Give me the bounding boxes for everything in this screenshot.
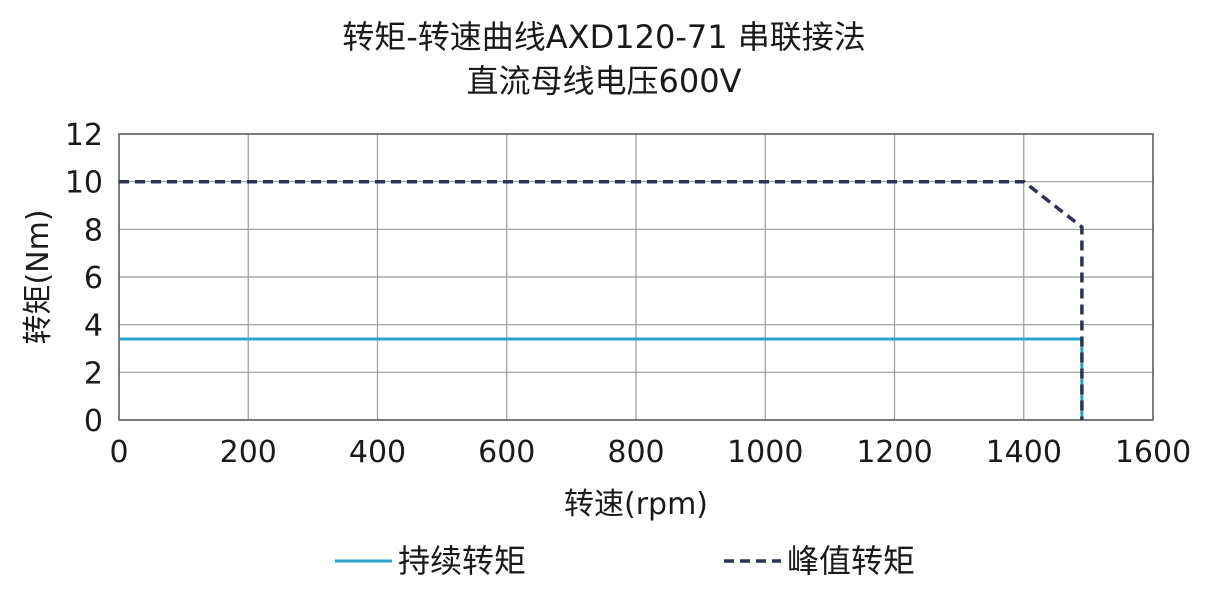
chart-title: 转矩-转速曲线AXD120-71 串联接法	[342, 18, 866, 56]
legend-label-peak: 峰值转矩	[787, 542, 915, 580]
y-tick-label-1: 2	[84, 356, 103, 391]
x-tick-labels: 0 200 400 600 800 1000 1200 1400 1600	[109, 435, 1191, 470]
y-tick-label-6: 12	[65, 118, 103, 153]
legend: 持续转矩 峰值转矩	[335, 542, 915, 580]
y-tick-label-3: 6	[84, 261, 103, 296]
y-tick-label-2: 4	[84, 309, 103, 344]
x-tick-label-7: 1400	[986, 435, 1062, 470]
x-tick-label-1: 200	[220, 435, 277, 470]
grid-lines	[118, 133, 1154, 421]
series-continuous-torque-line	[119, 337, 1084, 420]
series-layer	[119, 179, 1084, 420]
x-tick-label-4: 800	[607, 435, 664, 470]
x-tick-label-3: 600	[478, 435, 535, 470]
series-peak-torque-line	[119, 179, 1084, 420]
x-tick-label-2: 400	[349, 435, 406, 470]
y-tick-label-4: 8	[84, 213, 103, 248]
x-tick-label-0: 0	[109, 435, 128, 470]
y-tick-label-0: 0	[84, 404, 103, 439]
x-tick-label-8: 1600	[1115, 435, 1191, 470]
x-tick-label-6: 1200	[856, 435, 932, 470]
y-axis-label: 转矩(Nm)	[21, 209, 56, 344]
chart-subtitle: 直流母线电压600V	[467, 62, 742, 100]
x-tick-label-5: 1000	[727, 435, 803, 470]
y-tick-labels: 0 2 4 6 8 10 12	[65, 118, 103, 439]
plot-area-border	[118, 133, 1154, 421]
x-axis-label: 转速(rpm)	[564, 487, 708, 522]
y-tick-label-5: 10	[65, 166, 103, 201]
legend-label-continuous: 持续转矩	[398, 542, 526, 580]
